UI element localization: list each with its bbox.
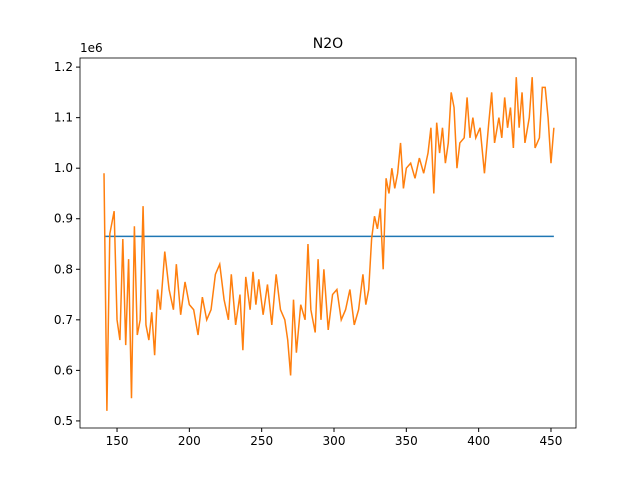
chart-title: N2O [313,36,343,52]
line [103,77,555,411]
y-tick-label: 1.2 [54,60,73,74]
y-tick-label: 1.0 [54,161,73,175]
x-tick-label: 450 [540,434,563,448]
plot-frame [79,57,577,429]
y-tick-label: 1.1 [54,111,73,125]
x-tick-label: 350 [395,434,418,448]
x-tick-label: 150 [106,434,129,448]
y-tick-label: 0.7 [54,313,73,327]
y-tick-label: 0.6 [54,363,73,377]
x-tick-label: 400 [467,434,490,448]
y-tick-label: 0.8 [54,262,73,276]
x-tick-label: 250 [250,434,273,448]
y-tick-label: 0.5 [54,414,73,428]
y-offset-label: 1e6 [80,41,103,55]
x-tick-label: 300 [323,434,346,448]
x-tick-label: 200 [178,434,201,448]
y-tick-label: 0.9 [54,212,73,226]
